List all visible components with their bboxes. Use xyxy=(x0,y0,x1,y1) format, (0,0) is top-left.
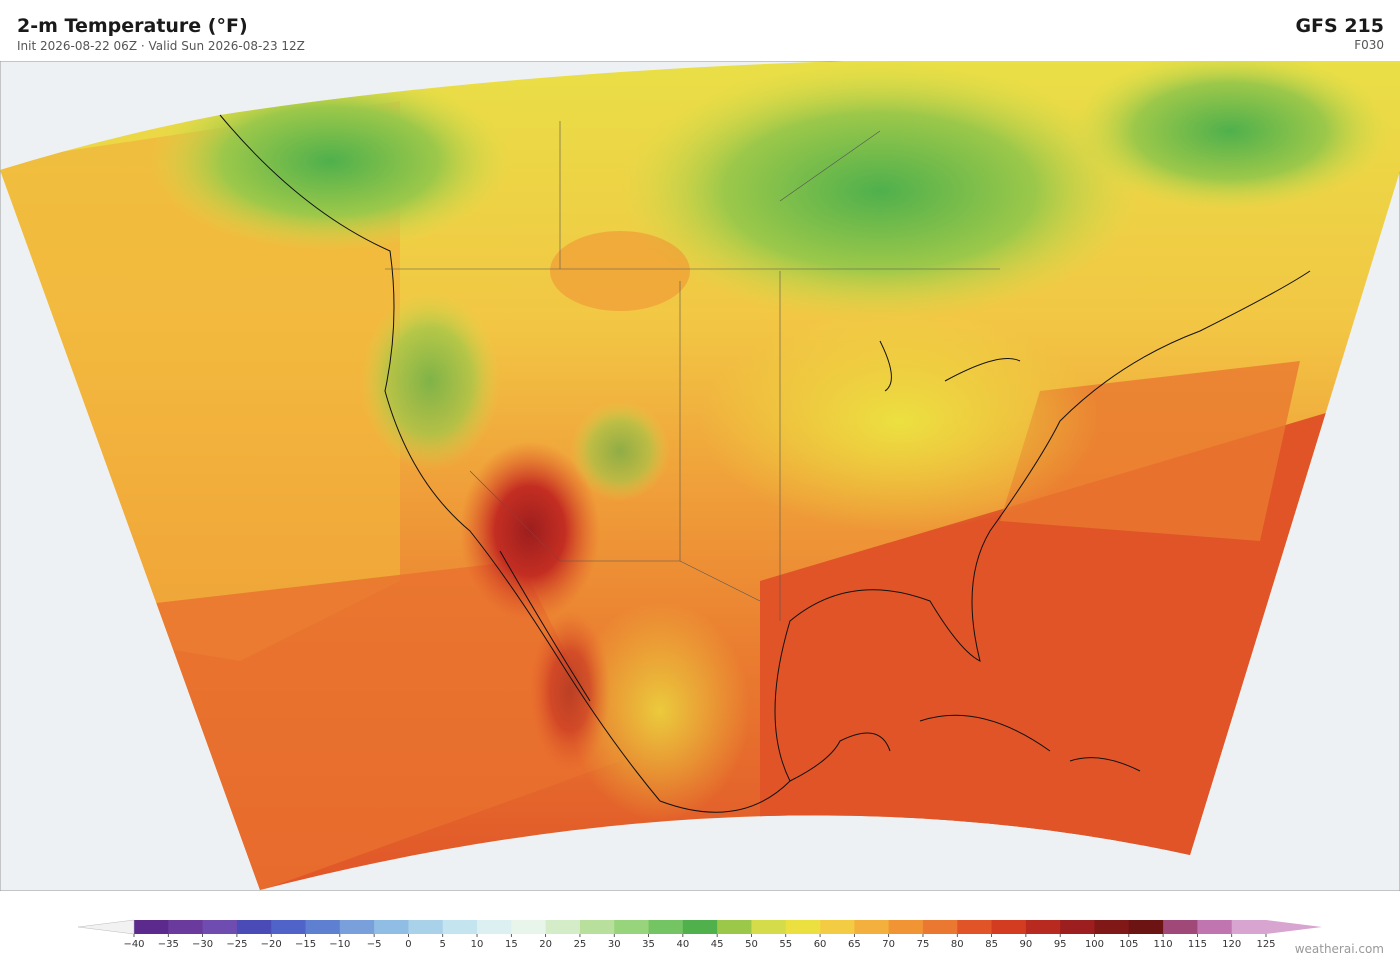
colorbar-segment xyxy=(854,920,890,934)
colorbar-segment xyxy=(682,920,718,934)
colorbar-segment xyxy=(888,920,924,934)
colorbar-tick-label: 55 xyxy=(779,939,792,950)
forecast-hour: F030 xyxy=(1354,38,1384,52)
colorbar-over xyxy=(1266,920,1322,934)
colorbar-segment xyxy=(922,920,958,934)
colorbar-segment xyxy=(236,920,272,934)
colorbar-tick-label: −35 xyxy=(158,939,179,950)
colorbar-tick-label: 80 xyxy=(951,939,964,950)
colorbar-segment xyxy=(374,920,409,934)
borders xyxy=(385,121,1000,621)
colorbar-tick-label: −15 xyxy=(295,939,316,950)
colorbar-segment xyxy=(1128,920,1164,934)
colorbar-tick-label: 15 xyxy=(505,939,518,950)
colorbar-tick-label: 50 xyxy=(745,939,758,950)
colorbar-tick-label: −25 xyxy=(226,939,247,950)
colorbar-tick-label: 70 xyxy=(882,939,895,950)
colorbar-segment xyxy=(751,920,787,934)
colorbar-segment xyxy=(1060,920,1095,934)
colorbar-tick-label: 20 xyxy=(539,939,552,950)
colorbar-segment xyxy=(614,920,650,934)
colorbar-tick-label: 45 xyxy=(711,939,724,950)
map-subtitle: Init 2026-08-22 06Z · Valid Sun 2026-08-… xyxy=(17,39,305,53)
colorbar-tick-label: 60 xyxy=(814,939,827,950)
colorbar-under xyxy=(77,919,135,935)
colorbar-segment xyxy=(648,920,684,934)
colorbar-segment xyxy=(1025,920,1061,934)
colorbar-segment xyxy=(1163,920,1198,934)
colorbar-tick-label: −40 xyxy=(123,939,144,950)
colorbar-tick-label: 65 xyxy=(848,939,861,950)
colorbar-segment xyxy=(408,920,444,934)
colorbar-segment xyxy=(785,920,821,934)
credit: weatherai.com xyxy=(1294,942,1384,956)
map-title: 2-m Temperature (°F) xyxy=(17,15,248,37)
colorbar-segment xyxy=(820,920,855,934)
colorbar-tick-label: −20 xyxy=(261,939,282,950)
colorbar-tick-label: 105 xyxy=(1119,939,1138,950)
colorbar-tick-label: 35 xyxy=(642,939,655,950)
colorbar-tick-label: 10 xyxy=(471,939,484,950)
model-name: GFS 215 xyxy=(1295,15,1384,37)
coastlines xyxy=(219,114,1311,813)
map xyxy=(0,61,1400,891)
colorbar-tick-label: 90 xyxy=(1020,939,1033,950)
colorbar-tick-label: 120 xyxy=(1222,939,1241,950)
colorbar-tick-label: −30 xyxy=(192,939,213,950)
colorbar-tick-label: 40 xyxy=(676,939,689,950)
colorbar-segment xyxy=(991,920,1027,934)
colorbar-tick-label: 115 xyxy=(1188,939,1207,950)
colorbar-tick-label: 85 xyxy=(985,939,998,950)
colorbar-segment xyxy=(202,920,238,934)
colorbar-tick-label: 110 xyxy=(1154,939,1173,950)
colorbar: −40 −35 −30 −25 −20 −15 −10 −5 0 5 10 15 20 25 30 35 40 4… xyxy=(77,919,1322,950)
colorbar-tick-label: 25 xyxy=(574,939,587,950)
colorbar-tick-label: 30 xyxy=(608,939,621,950)
colorbar-segment xyxy=(339,920,375,934)
colorbar-tick-label: 75 xyxy=(917,939,930,950)
colorbar-segment xyxy=(1197,920,1233,934)
colorbar-tick-label: 5 xyxy=(440,939,446,950)
colorbar-tick-label: −5 xyxy=(367,939,382,950)
colorbar-segment xyxy=(442,920,478,934)
colorbar-tick-label: 95 xyxy=(1054,939,1067,950)
colorbar-segment xyxy=(305,920,341,934)
colorbar-segment xyxy=(511,920,547,934)
colorbar-segment xyxy=(134,920,169,934)
colorbar-segment xyxy=(545,920,581,934)
colorbar-segment xyxy=(1231,920,1267,934)
colorbar-segment xyxy=(579,920,615,934)
colorbar-tick-label: −10 xyxy=(329,939,350,950)
colorbar-segment xyxy=(477,920,512,934)
colorbar-segment xyxy=(717,920,752,934)
colorbar-tick-label: 100 xyxy=(1085,939,1104,950)
colorbar-segment xyxy=(271,920,307,934)
colorbar-segment xyxy=(957,920,993,934)
colorbar-segment xyxy=(168,920,204,934)
colorbar-tick-label: 125 xyxy=(1256,939,1275,950)
colorbar-tick-label: 0 xyxy=(405,939,411,950)
colorbar-segment xyxy=(1094,920,1130,934)
